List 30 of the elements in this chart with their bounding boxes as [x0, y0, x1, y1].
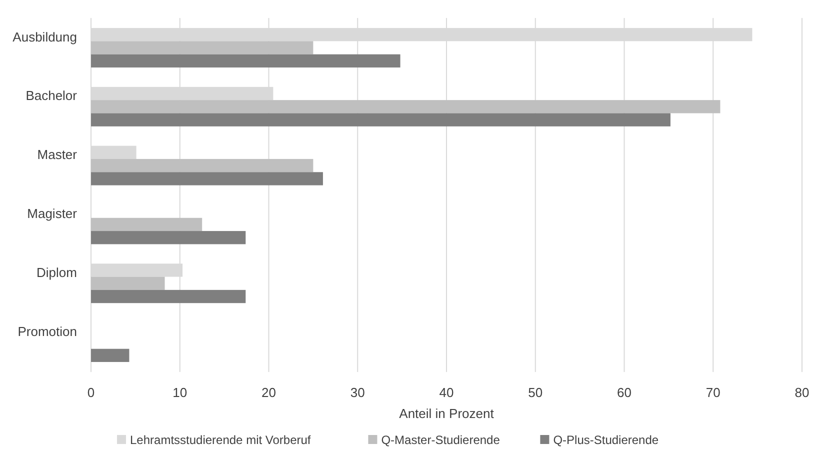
y-tick-label: Master	[37, 147, 78, 162]
bar	[91, 218, 202, 232]
bar	[91, 276, 165, 290]
x-tick-label: 0	[87, 385, 95, 400]
x-tick-label: 30	[350, 385, 365, 400]
x-tick-label: 80	[794, 385, 810, 400]
bar	[91, 172, 323, 186]
bar	[91, 348, 130, 362]
bar	[91, 54, 400, 68]
x-tick-label: 40	[439, 385, 454, 400]
x-tick-label: 10	[172, 385, 188, 400]
bar	[91, 41, 314, 54]
y-tick-label: Ausbildung	[12, 29, 77, 44]
x-tick-label: 50	[528, 385, 543, 400]
legend-label: Q-Master-Studierende	[381, 433, 500, 447]
x-tick-label: 60	[617, 385, 632, 400]
bar	[91, 158, 314, 172]
bar	[91, 231, 246, 244]
bar	[91, 100, 720, 114]
x-axis-title: Anteil in Prozent	[399, 406, 494, 421]
y-tick-label: Promotion	[18, 324, 77, 339]
y-tick-label: Magister	[27, 206, 78, 222]
y-tick-label: Diplom	[36, 264, 77, 280]
legend-label: Lehramtsstudierende mit Vorberuf	[130, 433, 312, 447]
legend-label: Q-Plus-Studierende	[553, 433, 659, 447]
y-tick-label: Bachelor	[26, 88, 78, 104]
bar	[91, 113, 670, 126]
x-tick-label: 20	[262, 385, 276, 400]
bar	[91, 290, 246, 304]
x-tick-label: 70	[706, 385, 720, 400]
